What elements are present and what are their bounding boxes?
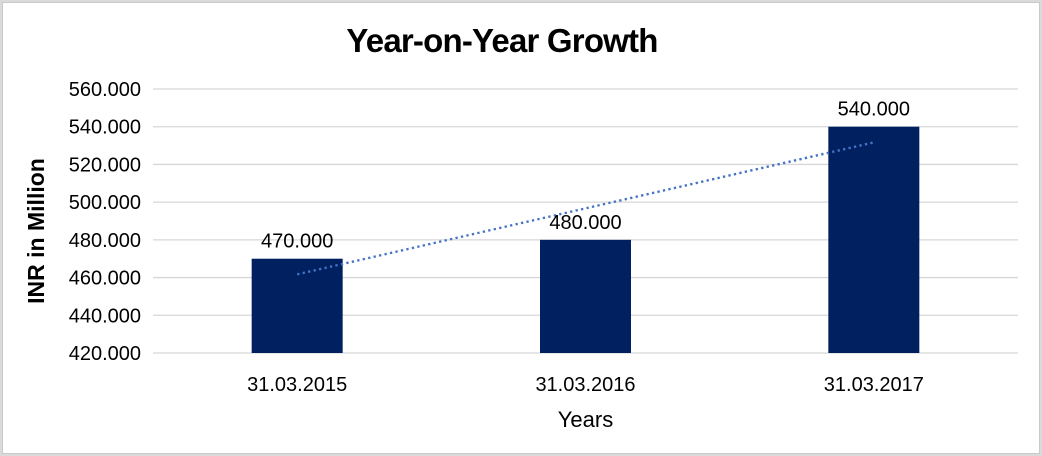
y-tick-label: 460.000	[69, 268, 141, 290]
bar-value-label: 480.000	[549, 212, 621, 234]
y-tick-label: 560.000	[69, 79, 141, 101]
x-tick-label: 31.03.2017	[824, 374, 924, 396]
y-tick-label: 500.000	[69, 192, 141, 214]
y-tick-label: 420.000	[69, 343, 141, 365]
y-tick-label: 440.000	[69, 305, 141, 327]
bar[interactable]	[828, 126, 920, 353]
y-tick-label: 480.000	[69, 230, 141, 252]
chart-title: Year-on-Year Growth	[346, 22, 658, 59]
x-tick-label: 31.03.2016	[535, 374, 635, 396]
trendline[interactable]	[296, 141, 875, 276]
bar-value-label: 540.000	[838, 99, 910, 121]
x-tick-label: 31.03.2015	[247, 374, 347, 396]
bar[interactable]	[540, 239, 631, 353]
y-tick-label: 520.000	[69, 154, 141, 176]
bar-value-label: 470.000	[261, 231, 333, 253]
y-axis-title: INR in Million	[23, 158, 49, 304]
x-axis-title: Years	[557, 407, 614, 432]
bar[interactable]	[251, 258, 343, 353]
y-tick-label: 540.000	[69, 117, 141, 139]
